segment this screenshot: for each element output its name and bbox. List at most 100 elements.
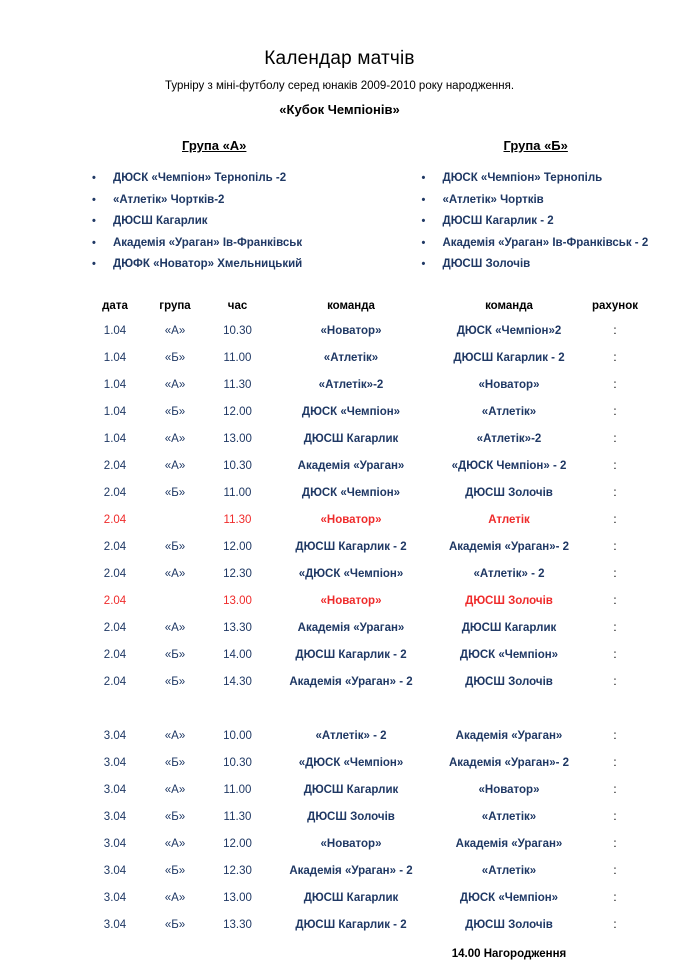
cell-date: 1.04 [86,372,144,399]
cell-team-away: ДЮСК «Чемпіон» [433,642,585,669]
cell-time: 11.00 [206,480,269,507]
group-team-item: • Академія «Ураган» Ів-Франківськ - 2 [418,233,679,255]
cell-date: 3.04 [86,804,144,831]
cell-time: 12.30 [206,858,269,885]
group-team-label: Академія «Ураган» Ів-Франківськ - 2 [443,237,649,249]
cell-score: : [585,723,645,750]
cell-group: «А» [144,885,206,912]
cell-team-away: «Новатор» [433,777,585,804]
column-header-team1: команда [269,298,433,318]
group-team-label: ДЮСШ Кагарлик - 2 [443,215,554,227]
group-team-label: ДЮСК «Чемпіон» Тернопіль [443,172,603,184]
cell-date: 2.04 [86,669,144,696]
cell-date: 1.04 [86,399,144,426]
schedule-table-body: 1.04«А»10.30«Новатор»ДЮСК «Чемпіон»2:1.0… [86,318,645,939]
cell-group: «А» [144,453,206,480]
cell-group: «Б» [144,858,206,885]
page-title: Календар матчів [0,0,679,71]
cell-team-home: «Атлетік» [269,345,433,372]
cell-group: «А» [144,318,206,345]
cell-team-away: ДЮСШ Золочів [433,669,585,696]
award-pad-4 [269,939,433,969]
cell-time: 11.00 [206,345,269,372]
cell-date: 3.04 [86,858,144,885]
cell-team-home: ДЮСШ Кагарлик [269,885,433,912]
cell-time: 13.30 [206,912,269,939]
cell-date: 2.04 [86,642,144,669]
cell-time: 14.30 [206,669,269,696]
cell-group: «Б» [144,642,206,669]
cell-date: 2.04 [86,453,144,480]
cell-date: 2.04 [86,534,144,561]
cell-team-home: ДЮСШ Кагарлик - 2 [269,642,433,669]
cell-team-home: ДЮСШ Кагарлик [269,777,433,804]
cell-date: 3.04 [86,750,144,777]
cell-team-away: ДЮСШ Золочів [433,912,585,939]
cell-time: 14.00 [206,642,269,669]
cell-team-home: Академія «Ураган» - 2 [269,858,433,885]
cell-score: : [585,507,645,534]
cell-team-away: «Атлетік» [433,399,585,426]
cell-team-home: «ДЮСК «Чемпіон» [269,561,433,588]
group-b-heading: Група «Б» [504,137,568,155]
cell-group: «Б» [144,399,206,426]
cell-team-home: ДЮСК «Чемпіон» [269,399,433,426]
award-ceremony-row: 14.00 Нагородження [86,939,645,969]
bullet-icon: • [422,168,426,190]
cell-time: 10.30 [206,318,269,345]
group-a-team-list: •ДЮСК «Чемпіон» Тернопіль -2•«Атлетік» Ч… [88,168,340,276]
cell-date: 2.04 [86,507,144,534]
cell-team-away: «ДЮСК Чемпіон» - 2 [433,453,585,480]
cell-score: : [585,750,645,777]
cell-time [206,696,269,723]
cell-time: 10.00 [206,723,269,750]
award-note: 14.00 Нагородження [433,939,585,969]
schedule-table-foot: 14.00 Нагородження [86,939,645,969]
cell-team-home: «Новатор» [269,831,433,858]
table-row: 3.04«Б»10.30«ДЮСК «Чемпіон»Академія «Ура… [86,750,645,777]
group-team-label: ДЮСК «Чемпіон» Тернопіль -2 [113,172,286,184]
cell-date: 3.04 [86,912,144,939]
cell-team-home: Академія «Ураган» - 2 [269,669,433,696]
cell-team-away: «Атлетік» [433,858,585,885]
cell-score: : [585,372,645,399]
cell-time: 13.30 [206,615,269,642]
award-pad-2 [144,939,206,969]
group-team-item: •«Атлетік» Чортків [418,190,679,212]
cell-team-away: ДЮСК «Чемпіон»2 [433,318,585,345]
cell-time: 10.30 [206,750,269,777]
cell-group: «Б» [144,912,206,939]
group-team-label: «Атлетік» Чортків-2 [113,194,224,206]
group-b-column: Група «Б» • ДЮСК «Чемпіон» Тернопіль •«Атл… [340,137,679,276]
cell-date: 2.04 [86,588,144,615]
bullet-icon: • [422,211,426,233]
groups-section: Група «А» •ДЮСК «Чемпіон» Тернопіль -2•«… [0,137,679,276]
group-b-team-list: • ДЮСК «Чемпіон» Тернопіль •«Атлетік» Чорт… [418,168,679,276]
group-team-item: •ДЮСШ Кагарлик [88,211,340,233]
cell-time: 13.00 [206,426,269,453]
bullet-icon: • [422,233,426,255]
cell-team-away: ДЮСШ Золочів [433,588,585,615]
cell-group: «Б» [144,750,206,777]
cell-score [585,696,645,723]
cell-time: 13.00 [206,885,269,912]
cell-score: : [585,480,645,507]
group-team-item: •ДЮСК «Чемпіон» Тернопіль -2 [88,168,340,190]
cell-score: : [585,885,645,912]
cell-time: 13.00 [206,588,269,615]
cell-team-home: «Новатор» [269,318,433,345]
table-row: 1.04«Б»11.00«Атлетік»ДЮСШ Кагарлик - 2: [86,345,645,372]
cell-time: 11.30 [206,507,269,534]
cell-group: «А» [144,426,206,453]
schedule-table-head: дата група час команда команда рахунок [86,298,645,318]
bullet-icon: • [422,190,426,212]
cell-team-home: «Новатор» [269,507,433,534]
group-team-item: •ДЮФК «Новатор» Хмельницький [88,254,340,276]
cell-group: «А» [144,561,206,588]
cell-score: : [585,399,645,426]
